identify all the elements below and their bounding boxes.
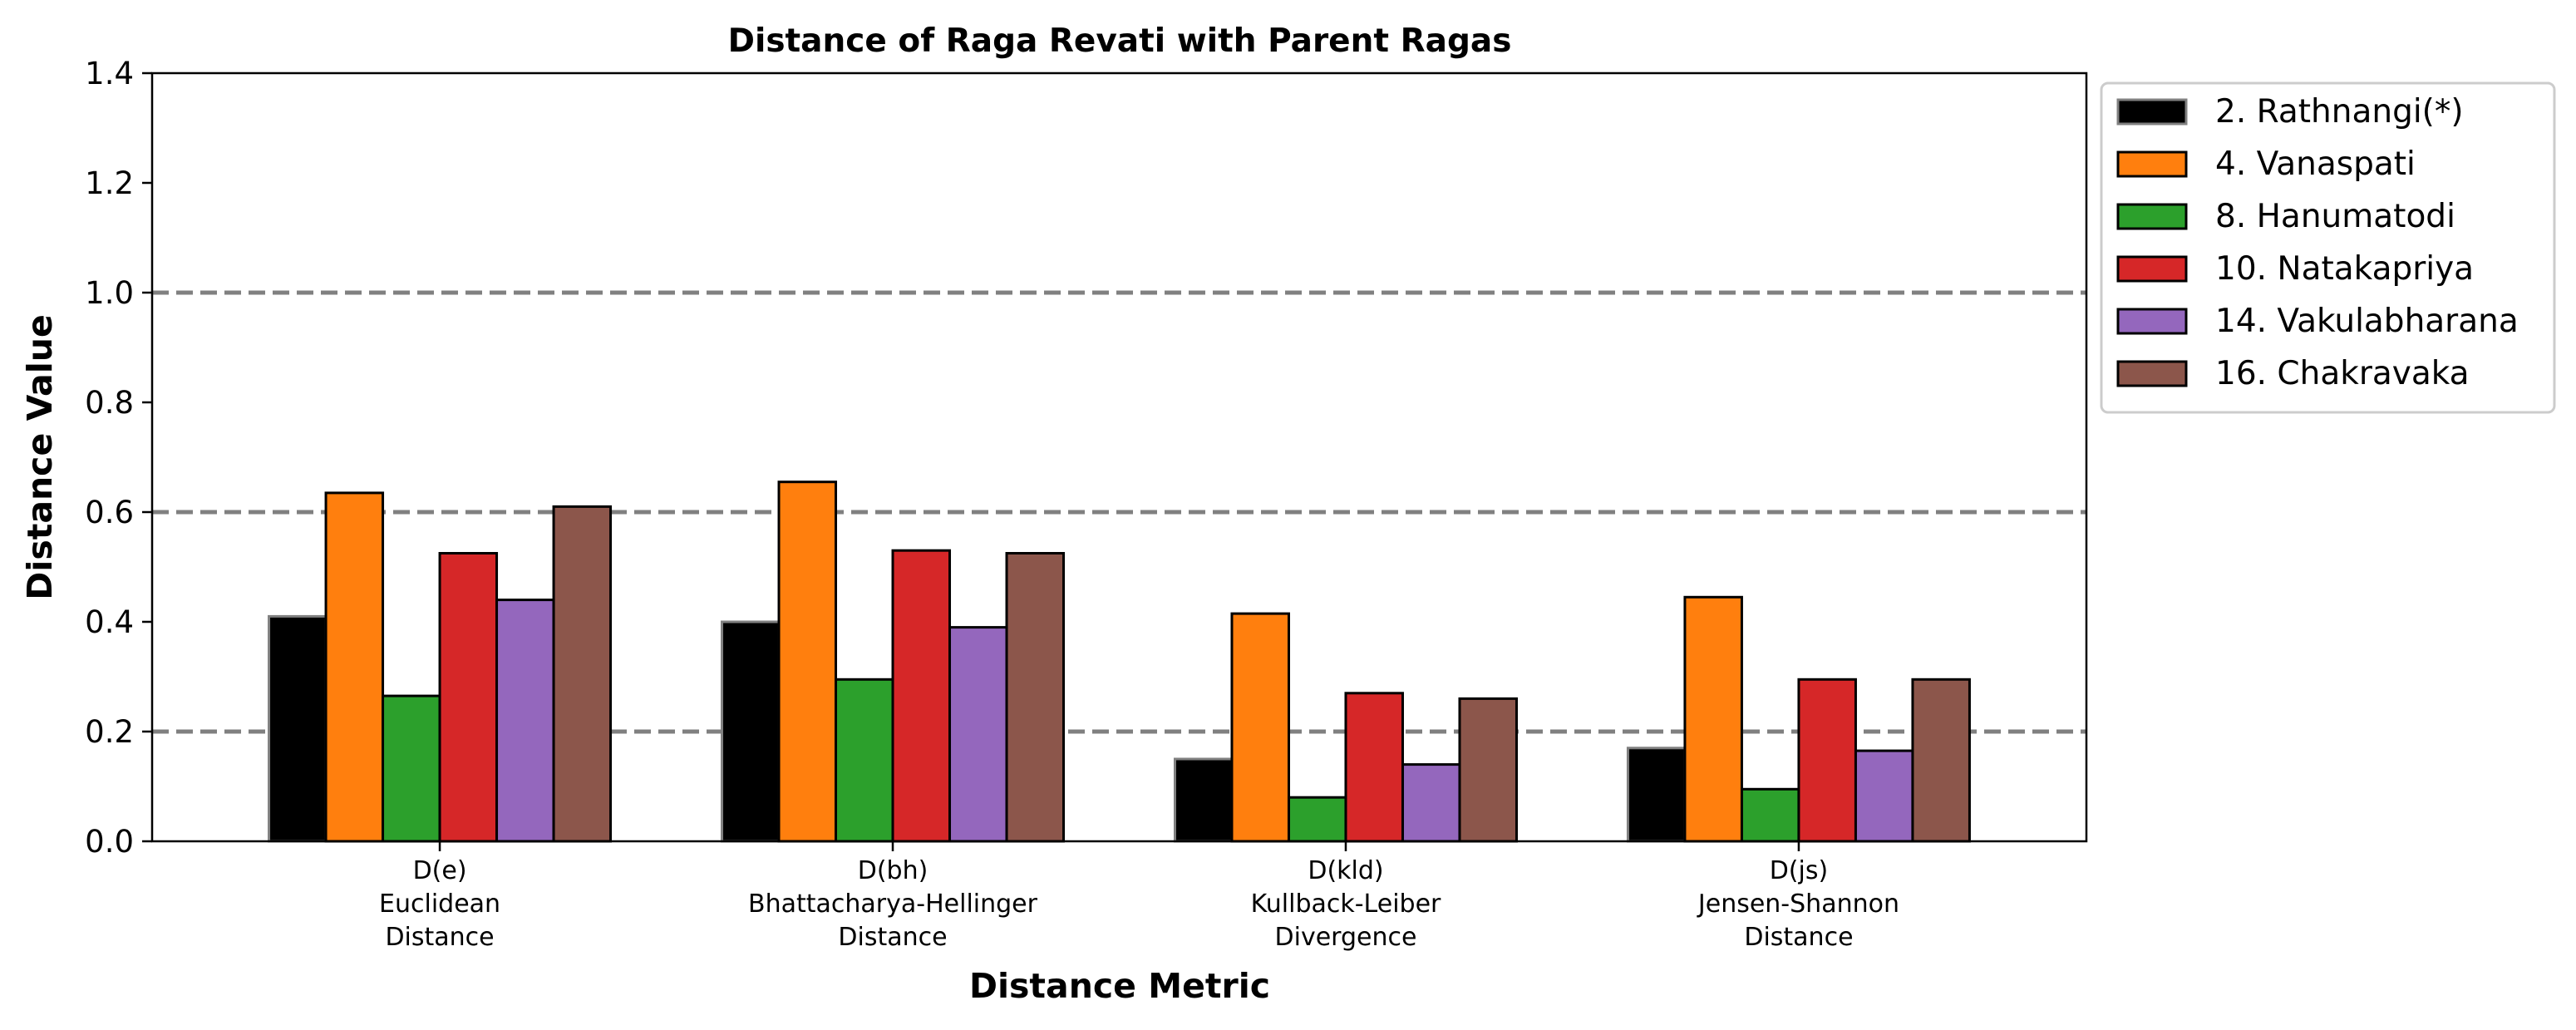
- legend-label: 14. Vakulabharana: [2215, 303, 2519, 340]
- bar: [777, 481, 838, 843]
- x-tick-label: D(js) Jensen-Shannon Distance: [1697, 856, 1899, 952]
- x-tick-label: D(bh) Bhattacharya-Hellinger Distance: [748, 856, 1038, 952]
- x-tick-label-line: D(js): [1770, 856, 1828, 885]
- x-tick-label-line: D(bh): [858, 856, 928, 885]
- legend-frame: [2100, 81, 2556, 414]
- bar: [891, 549, 952, 843]
- x-tick-label: D(kld) Kullback-Leiber Divergence: [1251, 856, 1441, 952]
- bar: [948, 626, 1008, 843]
- y-tick-label: 0.0: [85, 824, 134, 860]
- y-tick-label: 0.2: [85, 714, 134, 750]
- x-tick-label-line: Distance: [385, 923, 494, 952]
- bar: [382, 694, 441, 843]
- bar: [1230, 612, 1290, 843]
- bar: [552, 505, 613, 843]
- x-tick-label-line: D(kld): [1308, 856, 1383, 885]
- x-tick-label-line: Distance: [1744, 923, 1853, 952]
- bar: [1005, 552, 1066, 843]
- y-tick-label: 0.8: [85, 385, 134, 421]
- x-tick-label-line: Euclidean: [379, 890, 500, 919]
- bar: [495, 599, 555, 843]
- bar: [1626, 747, 1687, 843]
- y-tick-label: 0.4: [85, 604, 134, 640]
- y-tick-label: 1.0: [85, 275, 134, 311]
- chart-title: Distance of Raga Revati with Parent Raga…: [728, 22, 1512, 60]
- legend-swatch: [2116, 203, 2188, 230]
- bar: [1797, 678, 1857, 843]
- bar: [1740, 787, 1800, 843]
- legend-label: 4. Vanaspati: [2215, 145, 2416, 183]
- bar: [268, 614, 328, 843]
- legend-swatch: [2116, 255, 2188, 283]
- y-tick-label: 1.4: [85, 56, 134, 91]
- y-tick-label: 1.2: [85, 165, 134, 201]
- y-tick-label: 0.6: [85, 495, 134, 530]
- y-axis-title: Distance Value: [20, 314, 60, 600]
- bar: [1344, 692, 1404, 843]
- bar: [1911, 678, 1971, 843]
- x-tick-label-line: Bhattacharya-Hellinger: [748, 890, 1038, 919]
- bar: [1287, 796, 1347, 843]
- bar: [1683, 595, 1743, 843]
- legend-swatch: [2116, 308, 2188, 335]
- bar: [721, 620, 781, 843]
- x-tick-label-line: Divergence: [1275, 923, 1417, 952]
- plot-area: 0.0 0.2 0.4 0.6 0.8 1.0 1.2 1.4 D(e) Euclidean Dis…: [85, 56, 2088, 952]
- x-axis-title: Distance Metric: [969, 966, 1270, 1006]
- legend-swatch: [2116, 360, 2188, 387]
- bar: [835, 678, 894, 843]
- bar: [438, 552, 499, 843]
- legend-swatch: [2116, 150, 2188, 178]
- legend-label: 10. Natakapriya: [2215, 250, 2474, 288]
- legend-label: 2. Rathnangi(*): [2215, 93, 2464, 131]
- plot-frame: [150, 71, 2088, 843]
- legend-swatch: [2116, 98, 2188, 126]
- legend-label: 8. Hanumatodi: [2215, 198, 2455, 235]
- x-tick-label-line: Kullback-Leiber: [1251, 890, 1441, 919]
- bar: [1854, 749, 1914, 843]
- bar: [324, 491, 385, 843]
- x-tick-label-line: Jensen-Shannon: [1697, 890, 1899, 919]
- bar: [1401, 763, 1461, 843]
- x-tick-label-line: D(e): [413, 856, 467, 885]
- legend-label: 16. Chakravaka: [2215, 355, 2470, 392]
- bar: [1458, 697, 1518, 843]
- x-tick-label-line: Distance: [838, 923, 947, 952]
- bar: [1173, 757, 1234, 843]
- x-tick-label: D(e) Euclidean Distance: [379, 856, 500, 952]
- legend: 2. Rathnangi(*) 4. Vanaspati 8. Hanumatodi…: [2100, 81, 2556, 414]
